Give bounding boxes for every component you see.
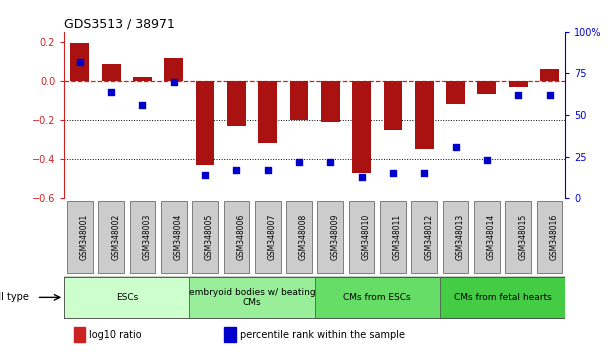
- FancyBboxPatch shape: [286, 201, 312, 273]
- Bar: [509, 81, 528, 87]
- Text: percentile rank within the sample: percentile rank within the sample: [240, 330, 404, 339]
- Point: [388, 171, 398, 176]
- FancyBboxPatch shape: [161, 201, 186, 273]
- Text: CMs from fetal hearts: CMs from fetal hearts: [454, 293, 551, 302]
- Point: [263, 167, 273, 173]
- Text: GSM348001: GSM348001: [80, 214, 89, 260]
- Text: GSM348007: GSM348007: [268, 214, 277, 261]
- Text: GSM348010: GSM348010: [362, 214, 371, 260]
- Text: GSM348006: GSM348006: [236, 214, 246, 261]
- Bar: [353, 81, 371, 173]
- Text: GSM348002: GSM348002: [111, 214, 120, 260]
- Bar: [74, 326, 85, 343]
- Text: GSM348004: GSM348004: [174, 214, 183, 261]
- Text: GSM348012: GSM348012: [424, 214, 433, 260]
- Bar: [70, 42, 89, 81]
- FancyBboxPatch shape: [64, 277, 189, 318]
- Text: GSM348003: GSM348003: [142, 214, 152, 261]
- Point: [75, 59, 85, 65]
- Bar: [102, 64, 120, 81]
- Point: [232, 167, 241, 173]
- FancyBboxPatch shape: [130, 201, 155, 273]
- FancyBboxPatch shape: [380, 201, 406, 273]
- FancyBboxPatch shape: [189, 277, 315, 318]
- Bar: [321, 81, 340, 122]
- FancyBboxPatch shape: [67, 201, 93, 273]
- Point: [513, 92, 523, 98]
- FancyBboxPatch shape: [440, 277, 565, 318]
- Text: GSM348008: GSM348008: [299, 214, 308, 260]
- Bar: [290, 81, 309, 120]
- FancyBboxPatch shape: [318, 201, 343, 273]
- FancyBboxPatch shape: [474, 201, 500, 273]
- FancyBboxPatch shape: [443, 201, 469, 273]
- Bar: [478, 81, 496, 95]
- Bar: [540, 69, 559, 81]
- Text: GSM348005: GSM348005: [205, 214, 214, 261]
- Point: [200, 172, 210, 178]
- Bar: [227, 81, 246, 126]
- FancyBboxPatch shape: [505, 201, 531, 273]
- Bar: [446, 81, 465, 104]
- Point: [482, 157, 492, 163]
- Text: GSM348015: GSM348015: [518, 214, 527, 260]
- FancyBboxPatch shape: [536, 201, 562, 273]
- Text: GSM348014: GSM348014: [487, 214, 496, 260]
- Text: GDS3513 / 38971: GDS3513 / 38971: [64, 18, 175, 31]
- Bar: [384, 81, 403, 130]
- Text: GSM348009: GSM348009: [331, 214, 339, 261]
- Bar: [164, 58, 183, 81]
- Text: GSM348013: GSM348013: [456, 214, 464, 260]
- Text: CMs from ESCs: CMs from ESCs: [343, 293, 411, 302]
- Bar: [224, 326, 235, 343]
- FancyBboxPatch shape: [192, 201, 218, 273]
- Bar: [133, 77, 152, 81]
- Point: [357, 174, 367, 179]
- FancyBboxPatch shape: [224, 201, 249, 273]
- Point: [419, 171, 429, 176]
- Point: [106, 89, 116, 95]
- Point: [451, 144, 461, 149]
- Point: [169, 79, 178, 85]
- Point: [326, 159, 335, 165]
- Text: log10 ratio: log10 ratio: [89, 330, 142, 339]
- Text: GSM348011: GSM348011: [393, 214, 402, 260]
- FancyBboxPatch shape: [98, 201, 124, 273]
- Point: [294, 159, 304, 165]
- Text: embryoid bodies w/ beating
CMs: embryoid bodies w/ beating CMs: [189, 288, 315, 307]
- Bar: [196, 81, 214, 165]
- Bar: [415, 81, 434, 149]
- FancyBboxPatch shape: [349, 201, 375, 273]
- FancyBboxPatch shape: [315, 277, 440, 318]
- Text: GSM348016: GSM348016: [549, 214, 558, 260]
- FancyBboxPatch shape: [255, 201, 280, 273]
- Text: ESCs: ESCs: [115, 293, 138, 302]
- Bar: [258, 81, 277, 143]
- FancyBboxPatch shape: [64, 277, 565, 318]
- Point: [137, 102, 147, 108]
- Text: cell type: cell type: [0, 292, 29, 302]
- FancyBboxPatch shape: [411, 201, 437, 273]
- Point: [544, 92, 554, 98]
